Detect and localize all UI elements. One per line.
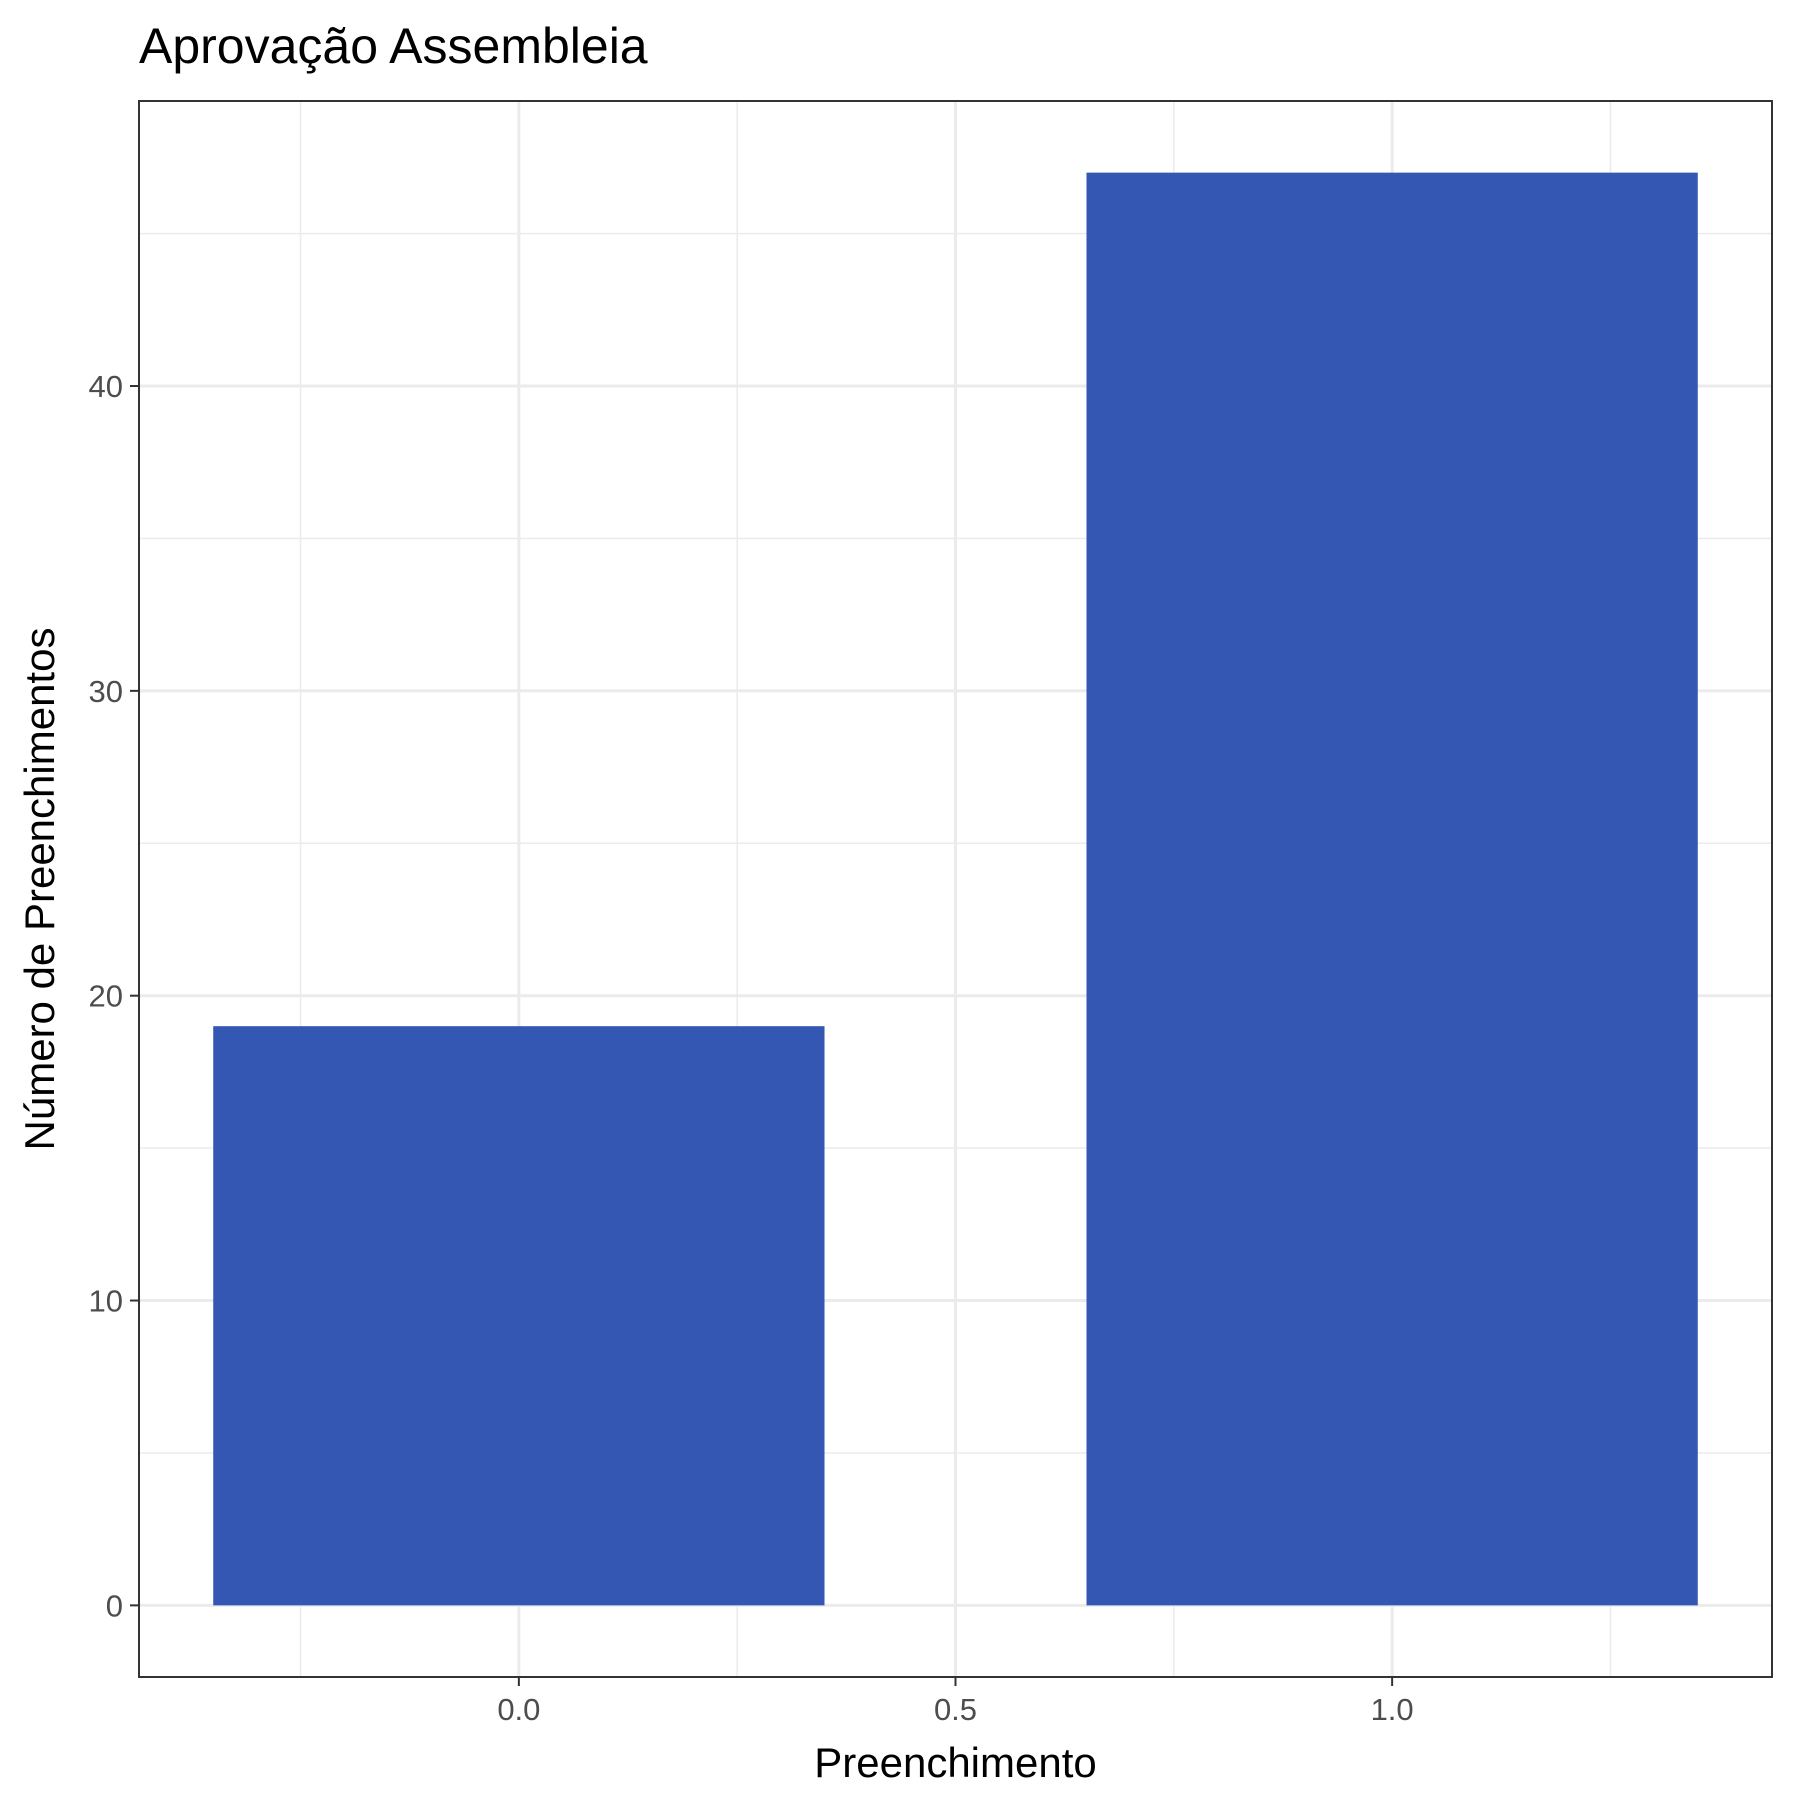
y-tick-label: 30 bbox=[89, 674, 123, 709]
x-tick-label: 0.0 bbox=[497, 1692, 540, 1727]
y-tick-label: 0 bbox=[106, 1588, 123, 1623]
y-axis-label: Número de Preenchimentos bbox=[16, 628, 63, 1151]
bar bbox=[213, 1026, 825, 1606]
y-axis-ticks: 0 10 20 30 40 bbox=[89, 369, 139, 1623]
chart-title: Aprovação Assembleia bbox=[139, 18, 648, 74]
y-tick-label: 20 bbox=[89, 979, 123, 1014]
bar bbox=[1086, 172, 1698, 1606]
x-axis-label: Preenchimento bbox=[814, 1739, 1097, 1786]
x-tick-label: 0.5 bbox=[934, 1692, 977, 1727]
bars bbox=[213, 172, 1698, 1606]
y-tick-label: 10 bbox=[89, 1284, 123, 1319]
x-axis-ticks: 0.0 0.5 1.0 bbox=[497, 1677, 1414, 1727]
y-tick-label: 40 bbox=[89, 369, 123, 404]
x-tick-label: 1.0 bbox=[1371, 1692, 1414, 1727]
